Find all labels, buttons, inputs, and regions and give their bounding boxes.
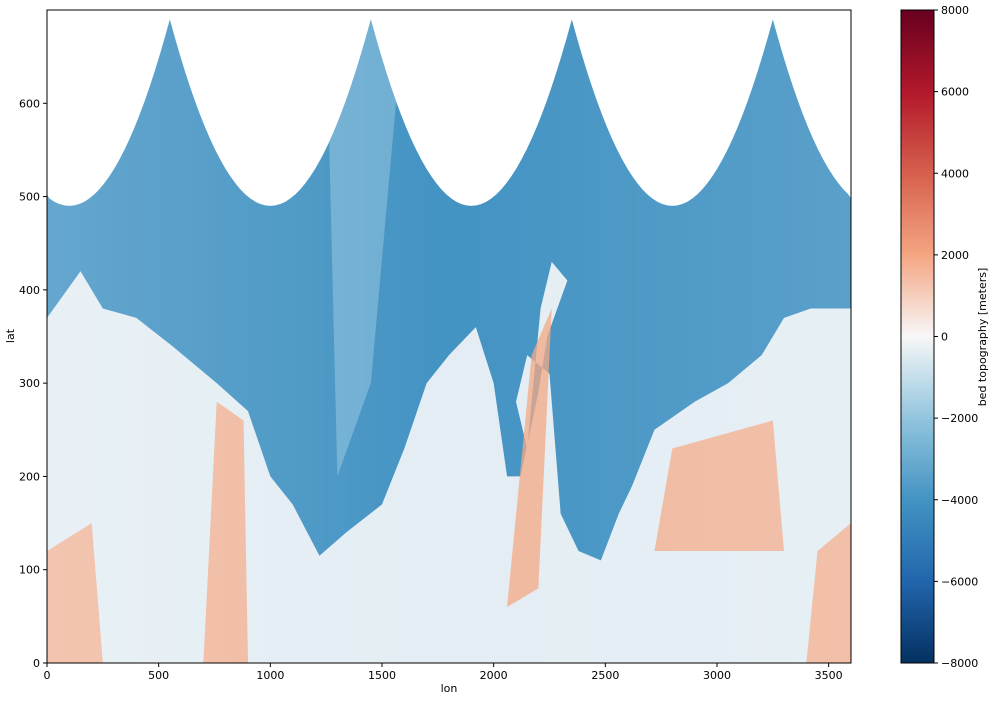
y-tick-label: 300	[19, 377, 40, 390]
y-axis-ticks: 0 100 200 300 400 500 600	[19, 97, 47, 670]
x-tick-label: 1000	[256, 669, 284, 682]
colorbar-tick-label: 6000	[941, 86, 969, 99]
colorbar-tick-label: −6000	[941, 575, 978, 588]
x-axis-label: lon	[441, 682, 458, 695]
colorbar-tick-label: 0	[941, 331, 948, 344]
colorbar-label: bed topography [meters]	[976, 268, 989, 407]
plot-frame	[46, 9, 852, 664]
x-tick-label: 3000	[703, 669, 731, 682]
colorbar-tick-label: 4000	[941, 167, 969, 180]
colorbar-tick-label: 8000	[941, 4, 969, 17]
y-tick-label: 600	[19, 97, 40, 110]
shading-overlay	[47, 19, 851, 663]
x-tick-label: 1500	[368, 669, 396, 682]
colorbar-tick-label: −4000	[941, 494, 978, 507]
x-tick-label: 2000	[480, 669, 508, 682]
colorbar-ticks: −8000 −6000 −4000 −2000 0 2000 4000 6000 8000	[934, 4, 978, 670]
colorbar-tick-label: −8000	[941, 657, 978, 670]
y-tick-label: 400	[19, 284, 40, 297]
colorbar-tick-label: −2000	[941, 412, 978, 425]
y-tick-label: 100	[19, 564, 40, 577]
x-tick-label: 0	[44, 669, 51, 682]
x-tick-label: 3500	[815, 669, 843, 682]
x-axis-ticks: 0 500 1000 1500 2000 2500 3000 3500	[44, 663, 843, 682]
y-tick-label: 0	[33, 657, 40, 670]
y-axis-label: lat	[4, 328, 17, 343]
y-tick-label: 500	[19, 191, 40, 204]
x-tick-label: 2500	[591, 669, 619, 682]
colorbar	[900, 9, 935, 664]
heatmap	[47, 19, 851, 663]
y-tick-label: 200	[19, 470, 40, 483]
colorbar-tick-label: 2000	[941, 249, 969, 262]
x-tick-label: 500	[148, 669, 169, 682]
